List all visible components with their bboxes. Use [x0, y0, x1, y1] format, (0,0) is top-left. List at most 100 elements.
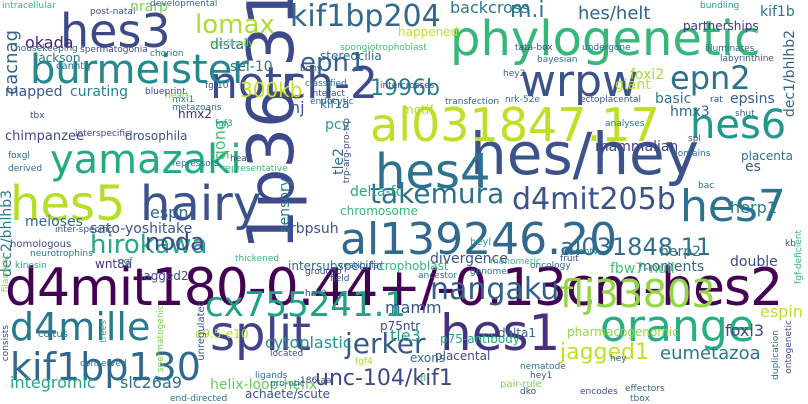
word: trp-arg-pro-trp [342, 118, 352, 184]
word: post-natal [90, 7, 136, 17]
word: herp2 [660, 244, 702, 260]
word: pharmacogenomic [567, 325, 679, 339]
word: curating [70, 84, 129, 100]
word: derived [8, 164, 43, 174]
word: tll [420, 374, 429, 384]
word: e9.5-e10 [195, 327, 249, 341]
word: neurotrophins [30, 249, 93, 259]
word: fruit [560, 254, 579, 264]
word: delta1 [498, 326, 537, 340]
word: espin [760, 302, 803, 321]
word: heyl [470, 237, 492, 248]
word: slc26a9 [120, 373, 182, 392]
word: d4mit180-0.44+/-0.13cm-hes2 [5, 258, 783, 318]
word: wrpw [520, 56, 638, 107]
word: unregulated [196, 300, 207, 361]
word: al031847.17 [370, 98, 660, 152]
word: has2 [305, 289, 327, 299]
word: kif1b [760, 4, 795, 20]
word: ectoplacental [580, 95, 641, 105]
word: drosophila [125, 129, 188, 143]
word: exons [410, 351, 446, 365]
word: representative [222, 164, 288, 174]
word: thickened [235, 254, 280, 264]
word: intracellular [2, 1, 56, 11]
word: burmeister [30, 47, 249, 93]
word: sato-yoshitake [90, 221, 193, 237]
word: mapped [5, 84, 63, 100]
word: hey1 [530, 371, 553, 381]
word: ligands [255, 371, 288, 381]
word: hes6 [690, 102, 787, 148]
word: delta-fc [350, 184, 404, 200]
word: coitus [38, 329, 68, 340]
word: herp1 [730, 198, 777, 217]
word: interspecific [75, 129, 130, 139]
word: p75ntr [380, 319, 421, 333]
word: unc-104/kif1 [315, 366, 453, 391]
word: ancestor [418, 271, 458, 281]
word: analyses [605, 119, 645, 129]
word: helix-loop-helix [210, 377, 318, 393]
word: tle3 [390, 326, 421, 345]
word: fgf10 [205, 81, 229, 91]
word: filament [1, 255, 11, 293]
word: stereocilia [320, 49, 382, 63]
word: moments [638, 259, 705, 275]
word: nrarp [130, 0, 168, 15]
word: fgf4 [355, 357, 373, 367]
word: endocytic [310, 97, 354, 107]
word: field [330, 274, 350, 284]
word: repressors [172, 159, 220, 169]
word: illuminates [705, 44, 755, 54]
word: hey2 [503, 69, 526, 79]
word: hirokawa [90, 230, 208, 260]
word: hey [610, 354, 627, 364]
word: hairy [140, 176, 262, 232]
word: distal [210, 37, 249, 53]
word: vestibular [338, 261, 383, 271]
word: hmx3 [670, 104, 710, 120]
word: bundling [700, 1, 740, 11]
word: spongiotrophoblast [340, 43, 427, 53]
word: labyrinthine [720, 54, 774, 64]
word: tbx [30, 111, 45, 121]
word: intercrosses [380, 81, 435, 91]
word: d4mit205b [512, 182, 676, 217]
word: dec1/bhlhb2 [782, 30, 798, 118]
word: d4mille [10, 305, 151, 349]
word: spermatogonia [80, 45, 148, 55]
word: kif1bp130 [10, 345, 201, 389]
word: domains [672, 149, 711, 159]
word: happened [398, 25, 459, 39]
word: 1996b [370, 76, 440, 101]
word: takemura [370, 177, 505, 210]
word: bac [698, 181, 715, 191]
word: 186-aa [300, 376, 332, 386]
word: subfamily [210, 39, 254, 49]
word: partnerships [683, 19, 759, 33]
word: hes3 [60, 4, 171, 58]
word: foxi2 [630, 67, 665, 83]
word: jagged2 [140, 269, 189, 283]
word: dko [520, 387, 537, 397]
word: kb [785, 239, 796, 249]
word: trees [99, 320, 109, 343]
word: kinesin [15, 261, 47, 271]
word: head [230, 154, 253, 164]
word: nj [290, 98, 305, 117]
word: classified [305, 79, 347, 89]
word: nrk-52e [505, 95, 540, 105]
word: located [270, 349, 304, 359]
word: rat [710, 95, 723, 105]
word: kif1a [320, 97, 350, 111]
word: oncology [530, 261, 571, 271]
word: jackson [35, 51, 81, 65]
word: wnt8a [95, 257, 133, 271]
word: nangaku [430, 272, 560, 307]
word: spermatogenic [156, 305, 166, 373]
word: undergone [582, 43, 631, 53]
word: conserved [80, 359, 127, 369]
word: integromic [10, 373, 96, 392]
word: duplication [771, 330, 781, 380]
